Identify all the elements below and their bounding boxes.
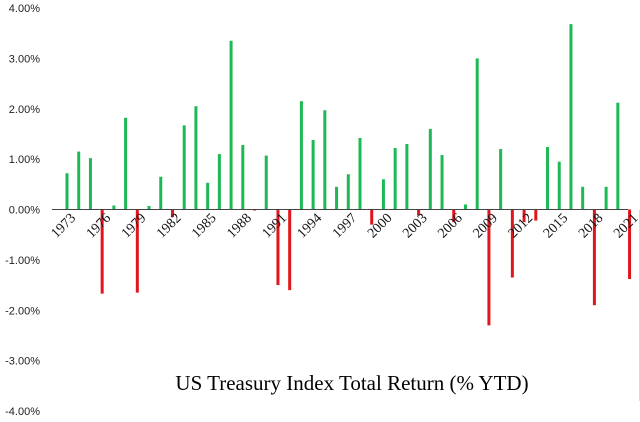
y-tick-label: 4.00% [9,3,40,15]
bar-2002 [405,144,409,210]
x-tick-label: 2018 [576,211,606,241]
bar-2018 [592,209,596,306]
bar-1997 [346,174,350,210]
bar-2005 [440,155,444,210]
bar-1992 [288,209,292,291]
bar-2015 [557,161,561,210]
x-tick-label: 1976 [84,211,114,241]
bars [65,24,640,401]
x-tick-label: 1982 [154,211,184,241]
bar-2000 [381,179,385,210]
x-tick-label: 2012 [506,211,536,241]
bar-1993 [299,101,303,210]
bar-1987 [229,40,233,210]
y-tick-label: 2.00% [9,104,40,116]
bar-1976 [100,209,104,294]
bar-1980 [147,205,151,210]
y-tick-label: 0.00% [9,205,40,217]
bar-1973 [65,173,69,210]
bar-1974 [77,151,81,210]
bar-1995 [323,110,327,210]
x-tick-label: 2003 [400,211,430,241]
bar-1989 [253,209,257,211]
x-tick-label: 1991 [260,211,290,241]
bar-1994 [311,139,315,210]
bar-1978 [124,117,128,210]
bar-1998 [358,137,362,210]
y-tick-label: -4.00% [5,406,40,418]
bar-1984 [194,106,198,210]
bar-1982 [170,209,174,218]
x-tick-label: 1985 [189,211,219,241]
x-tick-label: 1997 [330,211,360,241]
x-tick-label: 1994 [295,211,325,241]
x-tick-label: 2021 [611,211,640,241]
bar-2011 [510,209,514,278]
x-tick-label: 1988 [224,211,254,241]
bar-1977 [112,205,116,210]
chart-title: US Treasury Index Total Return (% YTD) [175,371,528,395]
bar-2004 [428,128,432,210]
bar-1999 [370,209,374,225]
bar-2019 [604,186,608,210]
bar-2020 [616,102,620,210]
y-tick-label: 1.00% [9,154,40,166]
x-tick-label: 2015 [541,211,571,241]
bar-2009 [487,209,491,326]
bar-1996 [335,186,339,210]
bar-1979 [135,209,139,293]
bar-1983 [182,125,186,210]
x-tick-label: 2000 [365,211,395,241]
y-tick-label: -1.00% [5,255,40,267]
bar-2013 [534,209,538,221]
bar-1985 [206,182,210,210]
y-axis-tick-labels: 4.00% 3.00% 2.00% 1.00% 0.00% -1.00% -2.00% -3.… [5,3,40,418]
bar-2012 [522,209,526,223]
bar-2010 [499,149,503,210]
x-tick-label: 1979 [119,211,149,241]
y-tick-label: -3.00% [5,356,40,368]
bar-1986 [217,154,221,210]
bar-2017 [581,186,585,210]
x-tick-label: 2006 [435,211,465,241]
bar-2016 [569,24,573,210]
bar-1990 [264,155,268,210]
bar-2006 [452,209,456,223]
bar-2014 [546,147,550,210]
bar-2008 [475,58,479,210]
bar-2021 [628,209,632,280]
bar-2003 [417,209,421,216]
bar-1975 [88,158,92,210]
bar-1991 [276,209,280,286]
bar-1981 [159,176,163,210]
bar-2007 [463,204,467,210]
y-tick-label: -2.00% [5,305,40,317]
x-tick-label: 1973 [49,211,79,241]
y-tick-label: 3.00% [9,53,40,65]
bar-2001 [393,148,397,210]
bar-1988 [241,145,245,210]
x-tick-label: 2009 [471,211,501,241]
